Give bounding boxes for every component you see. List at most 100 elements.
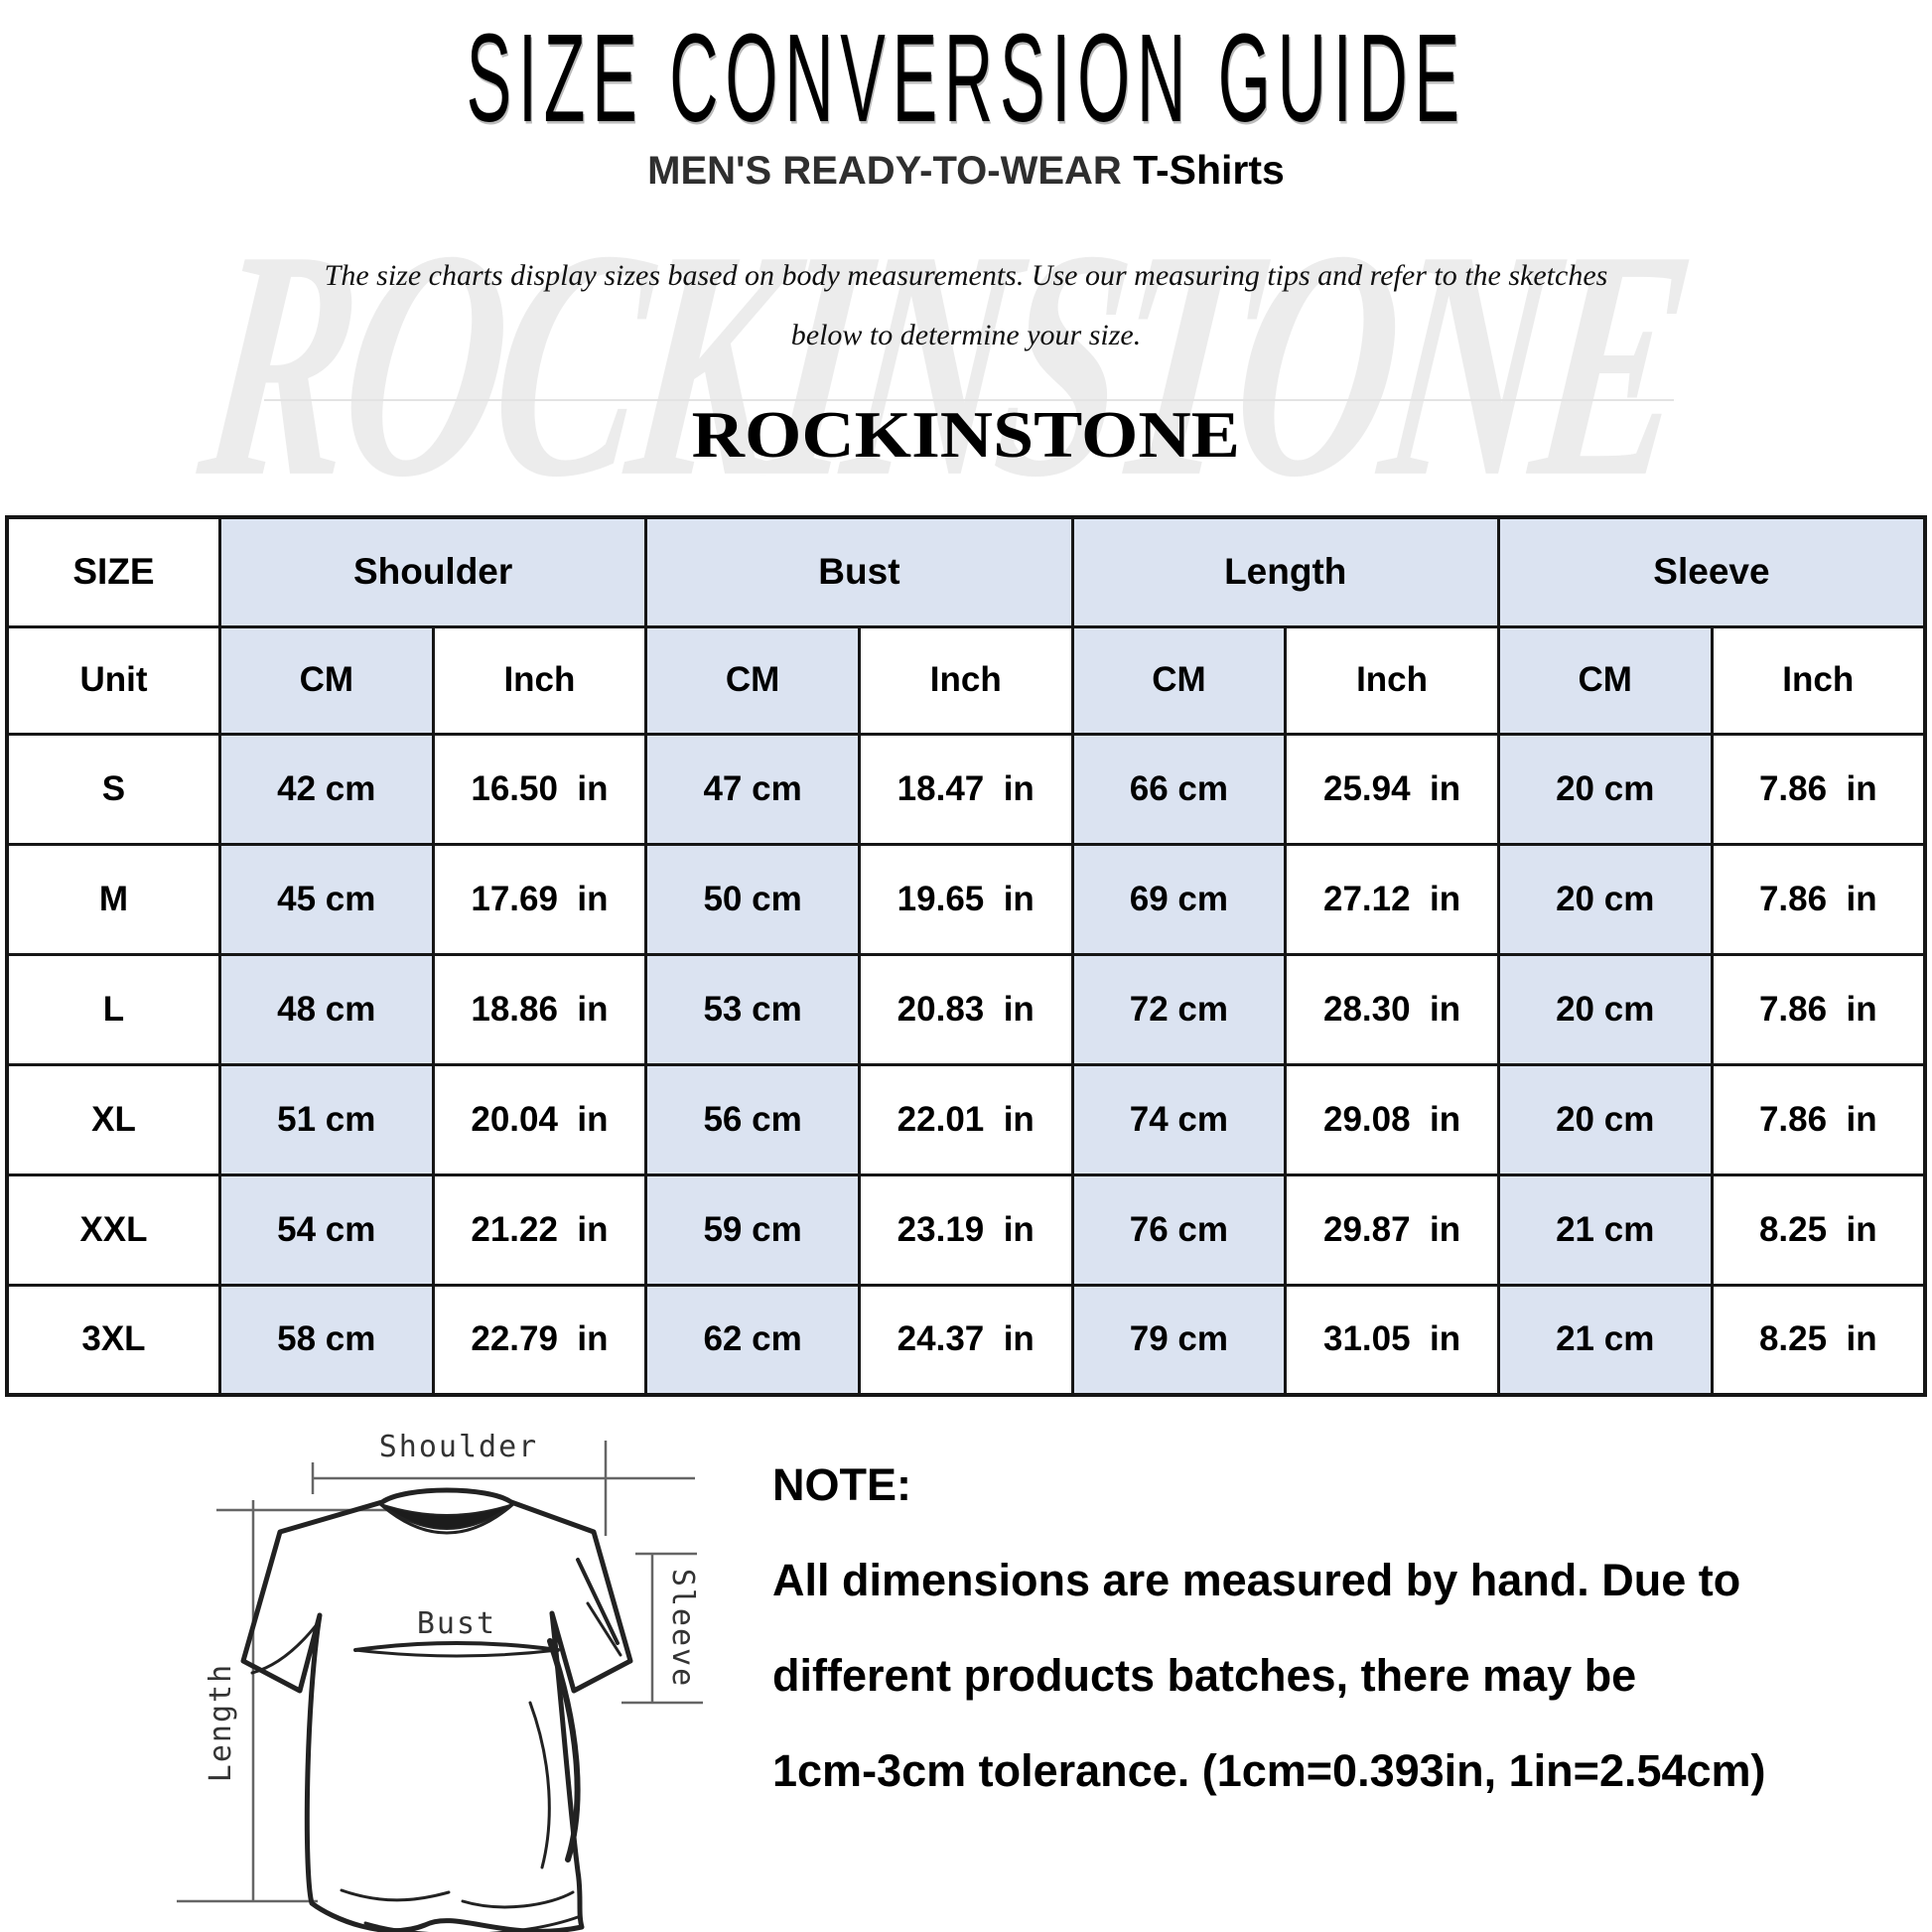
description-line-1: The size charts display sizes based on b… [324,259,1608,292]
inch-value-cell: 17.69 in [431,842,648,956]
divider-line [264,399,1674,401]
cm-value-cell: 21 cm [1496,1283,1714,1397]
cm-value-cell: 53 cm [644,952,861,1066]
cm-value-cell: 69 cm [1070,842,1288,956]
inch-value-cell: 27.12 in [1284,842,1500,956]
size-table-body: S 42 cm 16.50 in 47 cm 18.47 in 66 cm 25.94 in… [5,732,1927,1397]
cm-value-cell: 20 cm [1496,1062,1714,1176]
header-cell-shoulder: Shoulder [217,515,648,628]
header-cell-sleeve: Sleeve [1496,515,1927,628]
table-row: XXL 54 cm 21.22 in 59 cm 23.19 in 76 cm 29.87 … [5,1173,1927,1287]
diagram-label-sleeve: Sleeve [665,1569,700,1688]
inch-value-cell: 21.22 in [431,1173,648,1287]
note-section: NOTE: All dimensions are measured by han… [772,1438,1884,1819]
page-subtitle: MEN'S READY-TO-WEAR T-Shirts [0,147,1932,194]
cm-value-cell: 54 cm [217,1173,435,1287]
unit-cm-cell: CM [644,624,861,736]
inch-value-cell: 7.86 in [1710,1062,1927,1176]
unit-row: Unit CM Inch CM Inch CM Inch CM Inch [5,624,1927,736]
cm-value-cell: 21 cm [1496,1173,1714,1287]
cm-value-cell: 20 cm [1496,842,1714,956]
cm-value-cell: 58 cm [217,1283,435,1397]
inch-value-cell: 31.05 in [1284,1283,1500,1397]
table-row: 3XL 58 cm 22.79 in 62 cm 24.37 in 79 cm 31.05 … [5,1283,1927,1397]
cm-value-cell: 51 cm [217,1062,435,1176]
header-cell-size: SIZE [5,515,221,628]
cm-value-cell: 48 cm [217,952,435,1066]
size-label-cell: 3XL [5,1283,221,1397]
cm-value-cell: 66 cm [1070,732,1288,846]
subtitle-secondary: T-Shirts [1121,147,1285,193]
measurement-lines [177,1441,703,1903]
tshirt-diagram: Shoulder Bust Length Sleeve [177,1430,703,1932]
description: The size charts display sizes based on b… [0,246,1932,365]
inch-value-cell: 25.94 in [1284,732,1500,846]
description-line-2: below to determine your size. [790,319,1142,351]
inch-value-cell: 20.83 in [857,952,1074,1066]
unit-cm-cell: CM [1496,624,1714,736]
unit-inch-cell: Inch [857,624,1074,736]
header-cell-length: Length [1070,515,1500,628]
inch-value-cell: 8.25 in [1710,1173,1927,1287]
inch-value-cell: 7.86 in [1710,952,1927,1066]
note-line-3: 1cm-3cm tolerance. (1cm=0.393in, 1in=2.5… [772,1745,1766,1796]
unit-inch-cell: Inch [431,624,648,736]
cm-value-cell: 20 cm [1496,732,1714,846]
inch-value-cell: 7.86 in [1710,732,1927,846]
size-label-cell: M [5,842,221,956]
inch-value-cell: 24.37 in [857,1283,1074,1397]
inch-value-cell: 22.79 in [431,1283,648,1397]
diagram-label-bust: Bust [417,1606,496,1641]
cm-value-cell: 42 cm [217,732,435,846]
subtitle-main: MEN'S READY-TO-WEAR [647,149,1122,193]
inch-value-cell: 19.65 in [857,842,1074,956]
cm-value-cell: 45 cm [217,842,435,956]
size-label-cell: L [5,952,221,1066]
size-conversion-table: SIZE Shoulder Bust Length Sleeve Unit CM… [5,515,1927,1397]
header-cell-bust: Bust [644,515,1074,628]
size-label-cell: XL [5,1062,221,1176]
table-header-row: SIZE Shoulder Bust Length Sleeve [5,515,1927,628]
size-label-cell: XXL [5,1173,221,1287]
cm-value-cell: 62 cm [644,1283,861,1397]
table-row: S 42 cm 16.50 in 47 cm 18.47 in 66 cm 25.94 in… [5,732,1927,846]
inch-value-cell: 16.50 in [431,732,648,846]
cm-value-cell: 59 cm [644,1173,861,1287]
inch-value-cell: 8.25 in [1710,1283,1927,1397]
inch-value-cell: 28.30 in [1284,952,1500,1066]
tshirt-outline [240,1487,633,1932]
diagram-label-shoulder: Shoulder [379,1430,539,1464]
brand-name: ROCKINSTONE [691,397,1241,472]
inch-value-cell: 20.04 in [431,1062,648,1176]
cm-value-cell: 79 cm [1070,1283,1288,1397]
cm-value-cell: 47 cm [644,732,861,846]
table-row: XL 51 cm 20.04 in 56 cm 22.01 in 74 cm 29.08 i… [5,1062,1927,1176]
bust-line [353,1641,560,1652]
inch-value-cell: 23.19 in [857,1173,1074,1287]
page-title-text: SIZE CONVERSION GUIDE [466,8,1466,149]
inch-value-cell: 29.08 in [1284,1062,1500,1176]
inch-value-cell: 18.47 in [857,732,1074,846]
inch-value-cell: 22.01 in [857,1062,1074,1176]
cm-value-cell: 74 cm [1070,1062,1288,1176]
cm-value-cell: 20 cm [1496,952,1714,1066]
page-title: SIZE CONVERSION GUIDE [0,6,1932,148]
inch-value-cell: 29.87 in [1284,1173,1500,1287]
cm-value-cell: 56 cm [644,1062,861,1176]
cm-value-cell: 76 cm [1070,1173,1288,1287]
inch-value-cell: 7.86 in [1710,842,1927,956]
unit-inch-cell: Inch [1710,624,1927,736]
unit-cm-cell: CM [217,624,435,736]
unit-inch-cell: Inch [1284,624,1500,736]
collar [379,1503,514,1530]
diagram-label-length: Length [204,1663,238,1782]
cm-value-cell: 72 cm [1070,952,1288,1066]
note-heading: NOTE: [772,1459,911,1510]
note-line-2: different products batches, there may be [772,1650,1637,1701]
unit-cm-cell: CM [1070,624,1288,736]
cm-value-cell: 50 cm [644,842,861,956]
table-row: M 45 cm 17.69 in 50 cm 19.65 in 69 cm 27.12 in… [5,842,1927,956]
inch-value-cell: 18.86 in [431,952,648,1066]
note-line-1: All dimensions are measured by hand. Due… [772,1555,1741,1605]
